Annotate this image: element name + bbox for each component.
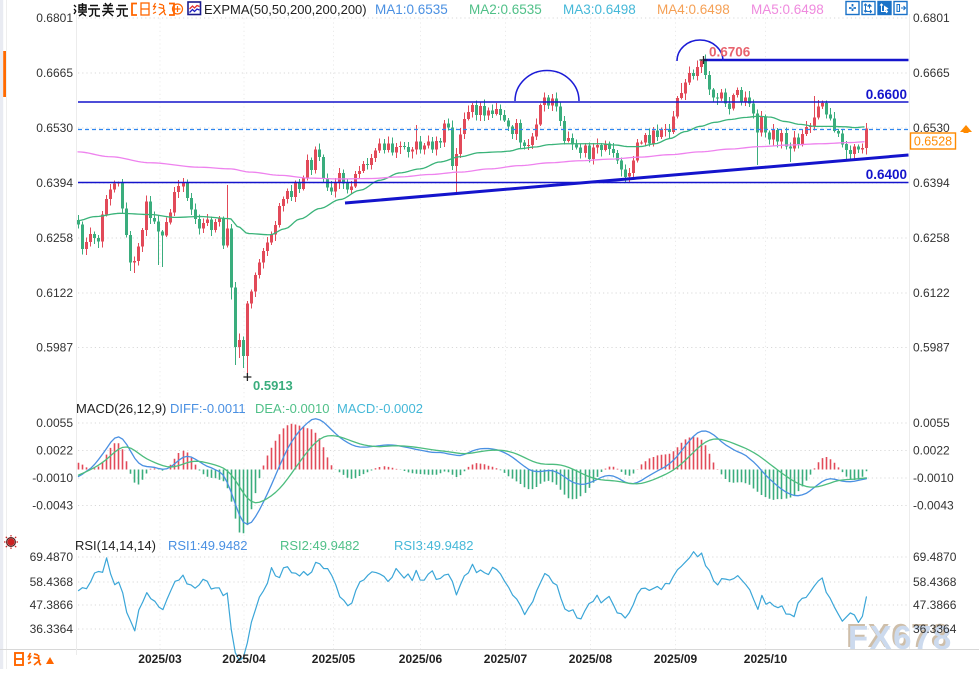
svg-text:0.0022: 0.0022: [913, 444, 950, 458]
svg-text:-0.0010: -0.0010: [913, 471, 954, 485]
svg-text:0.6122: 0.6122: [913, 286, 950, 300]
svg-text:2025/04: 2025/04: [222, 652, 266, 666]
svg-text:47.3866: 47.3866: [913, 598, 957, 612]
svg-text:58.4368: 58.4368: [913, 575, 957, 589]
svg-text:MACD(26,12,9): MACD(26,12,9): [76, 401, 166, 416]
svg-text:-0.0043: -0.0043: [913, 499, 954, 513]
svg-text:69.4870: 69.4870: [30, 550, 74, 564]
svg-text:36.3364: 36.3364: [30, 622, 74, 636]
svg-text:0.0055: 0.0055: [913, 416, 950, 430]
svg-text:MA4:0.6498: MA4:0.6498: [657, 2, 730, 17]
svg-text:RSI3:49.9482: RSI3:49.9482: [394, 538, 474, 553]
svg-text:0.6665: 0.6665: [913, 66, 950, 80]
svg-text:RSI2:49.9482: RSI2:49.9482: [280, 538, 360, 553]
svg-text:0.5913: 0.5913: [253, 378, 293, 393]
svg-text:MA5:0.6498: MA5:0.6498: [751, 2, 824, 17]
svg-text:0.5987: 0.5987: [36, 341, 73, 355]
svg-text:0.5987: 0.5987: [913, 341, 950, 355]
svg-text:2025/08: 2025/08: [569, 652, 613, 666]
svg-text:0.6665: 0.6665: [36, 66, 73, 80]
svg-text:0.6706: 0.6706: [709, 45, 751, 60]
svg-text:0.6394: 0.6394: [36, 176, 73, 190]
svg-text:0.0022: 0.0022: [36, 444, 73, 458]
svg-text:47.3866: 47.3866: [30, 598, 74, 612]
svg-text:MA1:0.6535: MA1:0.6535: [375, 2, 448, 17]
svg-text:58.4368: 58.4368: [30, 575, 74, 589]
svg-text:EXPMA(50,50,200,200,200): EXPMA(50,50,200,200,200): [204, 2, 367, 17]
svg-text:DEA:-0.0010: DEA:-0.0010: [255, 401, 329, 416]
svg-text:FX678: FX678: [848, 619, 953, 656]
svg-text:0.6528: 0.6528: [914, 135, 952, 149]
svg-text:2025/09: 2025/09: [654, 652, 698, 666]
svg-text:0.0055: 0.0055: [36, 416, 73, 430]
svg-text:DIFF:-0.0011: DIFF:-0.0011: [170, 401, 246, 416]
svg-text:-0.0043: -0.0043: [32, 499, 73, 513]
svg-text:2025/10: 2025/10: [744, 652, 788, 666]
svg-text:MA3:0.6498: MA3:0.6498: [563, 2, 636, 17]
svg-text:-0.0010: -0.0010: [32, 471, 73, 485]
svg-text:FX678: FX678: [846, 617, 951, 654]
svg-text:0.6122: 0.6122: [36, 286, 73, 300]
svg-text:0.6530: 0.6530: [913, 121, 950, 135]
svg-text:0.6801: 0.6801: [913, 11, 950, 25]
svg-text:0.6530: 0.6530: [36, 121, 73, 135]
svg-text:0.6600: 0.6600: [866, 87, 907, 102]
svg-text:0.6400: 0.6400: [866, 167, 907, 182]
svg-text:0.6258: 0.6258: [36, 231, 73, 245]
svg-text:0.6394: 0.6394: [913, 176, 950, 190]
svg-text:0.6258: 0.6258: [913, 231, 950, 245]
svg-text:2025/06: 2025/06: [399, 652, 443, 666]
svg-text:69.4870: 69.4870: [913, 550, 957, 564]
svg-text:2025/03: 2025/03: [138, 652, 182, 666]
svg-text:0.6801: 0.6801: [36, 11, 73, 25]
svg-text:MACD:-0.0002: MACD:-0.0002: [337, 401, 423, 416]
svg-text:RSI(14,14,14): RSI(14,14,14): [75, 538, 156, 553]
svg-text:MA2:0.6535: MA2:0.6535: [469, 2, 542, 17]
svg-text:36.3364: 36.3364: [913, 622, 957, 636]
svg-text:RSI1:49.9482: RSI1:49.9482: [168, 538, 248, 553]
svg-text:2025/05: 2025/05: [312, 652, 356, 666]
svg-text:2025/07: 2025/07: [484, 652, 528, 666]
